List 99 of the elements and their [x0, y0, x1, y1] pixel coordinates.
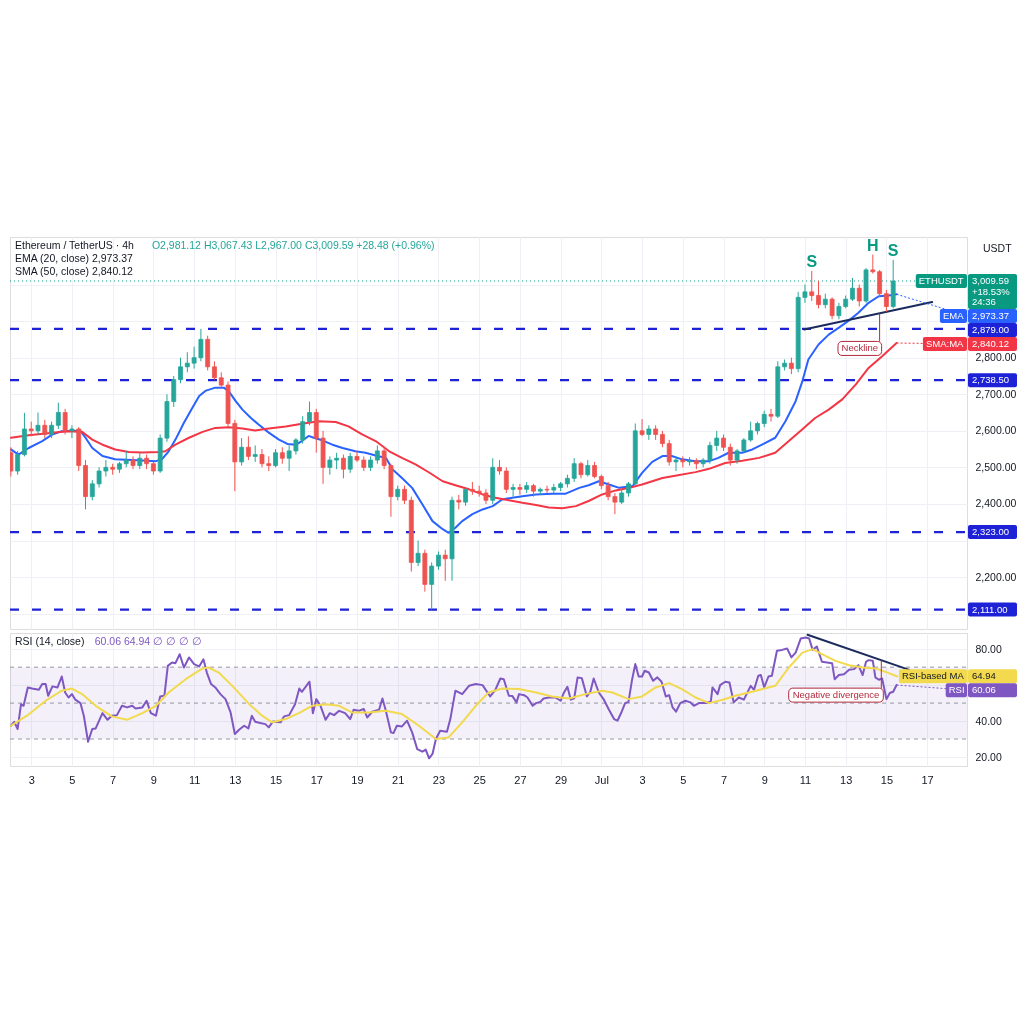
annotation: 64.94	[972, 670, 996, 682]
chart-subtitle: 60.06 64.94 ∅ ∅ ∅ ∅	[94, 635, 202, 647]
candlestick	[212, 360, 217, 381]
annotation: Neckline	[841, 342, 879, 354]
y-tick-label: 40.00	[975, 714, 1002, 727]
chart-subtitle: O2,981.12 H3,067.43 L2,967.00 C3,009.59 +28.48 (+0.96%)	[151, 239, 435, 251]
chart-title: RSI (14, close)	[15, 635, 85, 647]
ref-line-label: 3,009.59 +18.53% 24:36	[972, 275, 1011, 308]
x-tick-label: 13	[840, 773, 853, 786]
candlestick	[15, 450, 21, 476]
candlestick	[816, 280, 821, 309]
candlestick	[510, 483, 516, 498]
y-tick-label: 2,800.00	[975, 351, 1017, 364]
ref-line-label: 2,738.50	[972, 374, 1009, 386]
annotation: S	[806, 253, 818, 271]
y-tick-label: 80.00	[975, 642, 1002, 655]
ref-line-label: 2,879.00	[972, 324, 1009, 336]
candlestick	[62, 408, 68, 435]
candlestick	[666, 439, 672, 467]
annotation: Negative divergence	[792, 689, 880, 701]
x-tick-label: 3	[28, 773, 35, 786]
annotation: EMA (20, close) 2,973.37	[15, 252, 134, 264]
candlestick	[877, 269, 883, 298]
candlestick	[415, 540, 421, 567]
candlestick	[639, 418, 645, 437]
x-tick-label: 23	[432, 773, 446, 786]
text: ETHUSDT	[918, 275, 964, 287]
candlestick	[341, 454, 346, 479]
ref-line-label: 2,111.00	[972, 603, 1008, 615]
candlestick	[884, 289, 889, 313]
x-tick-label: 11	[188, 773, 201, 786]
y-tick-label: 2,200.00	[975, 570, 1017, 583]
text: RSI	[948, 684, 965, 696]
y-axis-title: USDT	[983, 242, 1013, 254]
chart-title: Ethereum / TetherUS · 4h	[15, 239, 135, 251]
candlestick	[347, 452, 353, 474]
y-tick-label: 2,600.00	[975, 424, 1017, 437]
y-tick-label: 2,700.00	[975, 387, 1017, 400]
annotation: 2,973.37	[972, 310, 1009, 322]
x-tick-label: 15	[880, 773, 894, 786]
candlestick	[503, 466, 509, 494]
text: SMA:MA	[925, 338, 965, 350]
x-tick-label: 13	[229, 773, 242, 786]
x-tick-label: 17	[310, 773, 323, 786]
y-tick-label: 2,500.00	[975, 460, 1017, 473]
x-tick-label: 3	[639, 773, 646, 786]
candlestick	[55, 402, 61, 430]
candlestick	[178, 357, 183, 384]
candlestick	[130, 455, 136, 470]
candlestick	[374, 444, 380, 465]
x-tick-label: 21	[392, 773, 405, 786]
x-tick-label: 7	[110, 773, 117, 786]
candlestick	[870, 254, 876, 275]
x-tick-label: Jul	[594, 773, 609, 786]
candlestick	[436, 550, 441, 571]
candlestick	[768, 408, 774, 423]
candlestick	[727, 443, 733, 467]
annotation: 60.06	[972, 684, 996, 696]
candlestick	[429, 561, 435, 611]
x-tick-label: 25	[473, 773, 486, 786]
x-tick-label: 11	[799, 773, 812, 786]
candlestick	[69, 424, 75, 439]
candlestick	[10, 446, 14, 478]
candlestick	[442, 549, 448, 582]
x-tick-label: 29	[554, 773, 568, 786]
candlestick	[402, 485, 407, 505]
x-tick-label: 5	[69, 773, 76, 786]
candlestick	[463, 486, 468, 507]
x-tick-label: 9	[150, 773, 157, 786]
annotation: 2,840.12	[972, 338, 1009, 350]
candlestick	[571, 457, 577, 483]
candlestick	[673, 455, 679, 472]
annotation: SMA (50, close) 2,840.12	[15, 265, 134, 277]
x-tick-label: 15	[269, 773, 283, 786]
y-tick-label: 2,400.00	[975, 497, 1017, 510]
candlestick	[829, 296, 835, 320]
candlestick	[544, 485, 550, 494]
x-tick-label: 9	[761, 773, 768, 786]
candlestick	[856, 284, 862, 307]
ref-line-label: 2,323.00	[972, 526, 1009, 538]
candlestick	[246, 435, 251, 461]
candlestick	[809, 270, 815, 302]
x-tick-label: 27	[514, 773, 527, 786]
candlestick	[517, 483, 523, 496]
x-tick-label: 7	[720, 773, 728, 786]
x-tick-label: 17	[921, 773, 934, 786]
x-tick-label: 5	[680, 773, 687, 786]
candlestick	[327, 455, 333, 476]
annotation: H	[867, 236, 879, 254]
candlestick	[35, 412, 41, 435]
candlestick	[42, 419, 48, 439]
candlestick	[273, 448, 278, 468]
candlestick	[307, 401, 312, 426]
text: EMA	[942, 310, 965, 322]
y-tick-label: 20.00	[975, 750, 1002, 763]
candlestick	[239, 437, 245, 467]
candlestick	[850, 277, 855, 302]
x-tick-label: 19	[351, 773, 364, 786]
annotation: S	[887, 241, 899, 259]
